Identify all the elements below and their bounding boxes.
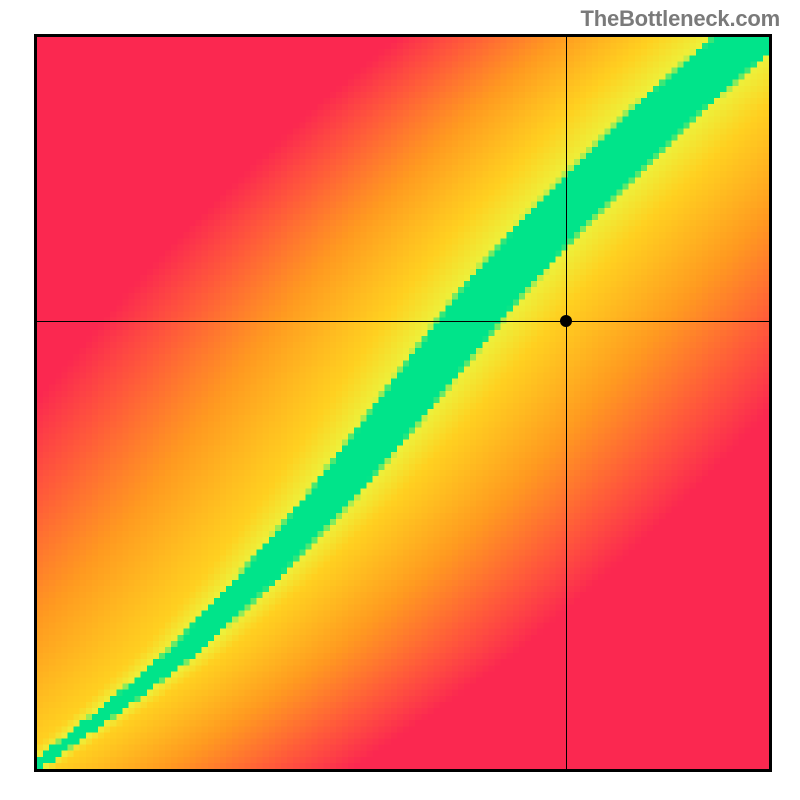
heatmap-canvas — [37, 37, 769, 769]
crosshair-vertical — [566, 37, 567, 769]
crosshair-horizontal — [37, 321, 769, 322]
attribution-text: TheBottleneck.com — [580, 6, 780, 32]
selection-marker — [560, 315, 572, 327]
bottleneck-heatmap — [34, 34, 772, 772]
